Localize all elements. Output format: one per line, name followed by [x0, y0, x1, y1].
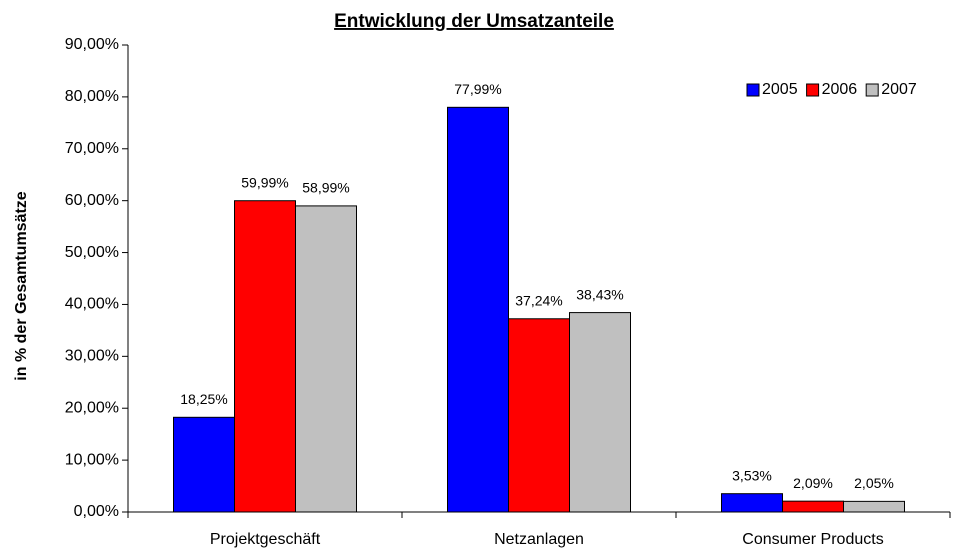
legend-swatch: [865, 83, 879, 97]
x-tick-label: Projektgeschäft: [210, 531, 321, 548]
y-tick-label: 30,00%: [65, 348, 119, 365]
y-tick-label: 40,00%: [65, 296, 119, 313]
y-tick-label: 60,00%: [65, 192, 119, 209]
bar: [295, 205, 357, 513]
bar: [843, 500, 905, 513]
bar: [782, 500, 844, 513]
legend-swatch: [806, 83, 820, 97]
y-tick-label: 20,00%: [65, 399, 119, 416]
value-label: 37,24%: [515, 292, 562, 308]
value-label: 38,43%: [576, 286, 623, 302]
legend-swatch: [746, 83, 760, 97]
value-label: 18,25%: [180, 391, 227, 407]
y-tick-label: 80,00%: [65, 88, 119, 105]
y-axis-label: in % der Gesamtumsätze: [13, 191, 30, 381]
value-label: 2,05%: [854, 475, 894, 491]
legend-label: 2005: [762, 81, 798, 98]
chart-title: Entwicklung der Umsatzanteile: [334, 11, 614, 32]
value-label: 2,09%: [793, 475, 833, 491]
value-label: 3,53%: [732, 467, 772, 483]
bar: [447, 106, 509, 513]
y-tick-label: 0,00%: [74, 503, 119, 520]
legend-label: 2007: [881, 81, 917, 98]
bar: [234, 200, 296, 513]
bar: [508, 318, 570, 513]
bar: [173, 416, 235, 513]
bar: [569, 312, 631, 513]
y-tick-label: 70,00%: [65, 140, 119, 157]
value-label: 58,99%: [302, 180, 349, 196]
y-tick-label: 10,00%: [65, 451, 119, 468]
y-tick-label: 50,00%: [65, 244, 119, 261]
bar: [721, 493, 783, 513]
y-tick-label: 90,00%: [65, 36, 119, 53]
x-tick-label: Netzanlagen: [494, 531, 584, 548]
value-label: 59,99%: [241, 174, 288, 190]
x-tick-label: Consumer Products: [742, 531, 883, 548]
value-label: 77,99%: [454, 81, 501, 97]
legend-label: 2006: [822, 81, 858, 98]
